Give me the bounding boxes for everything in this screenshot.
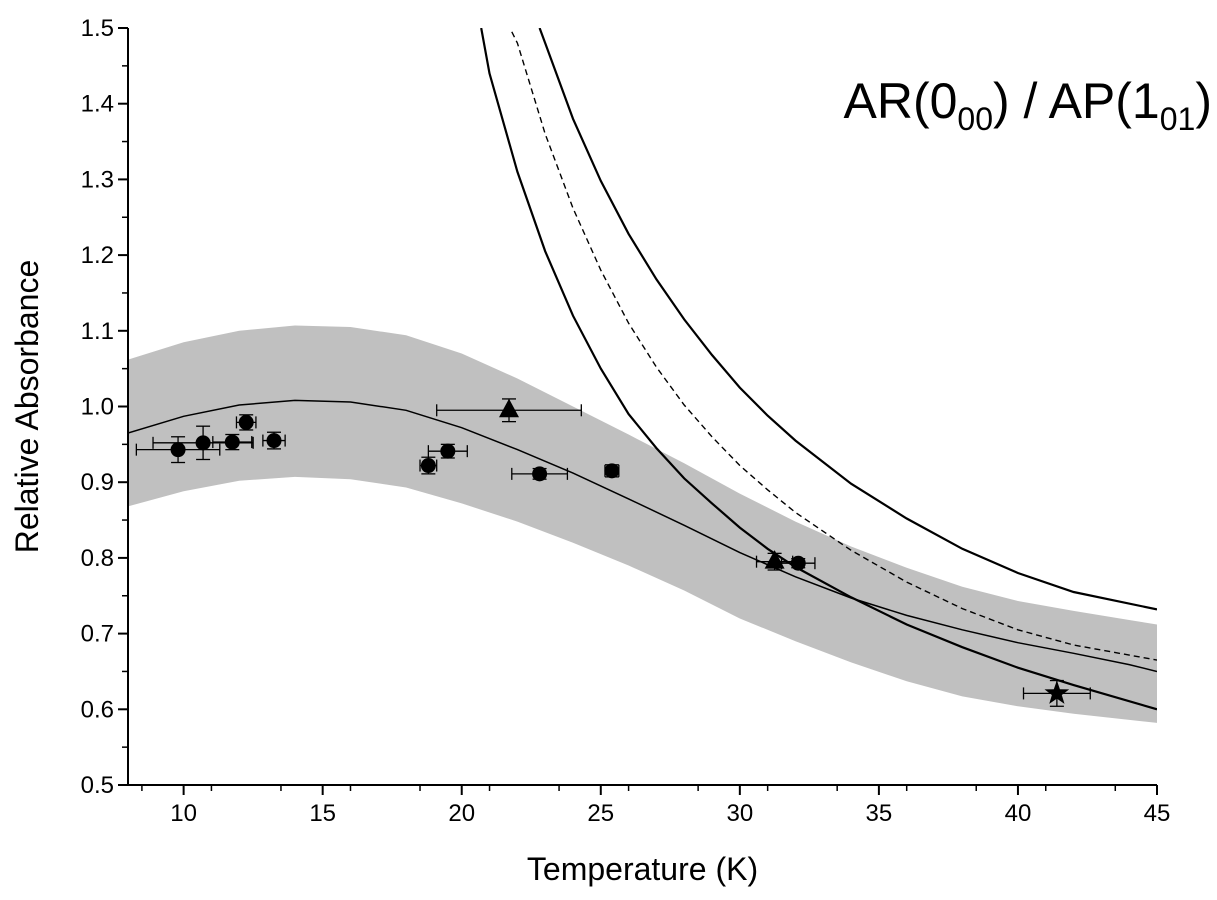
chart-annotation: AR(000) / AP(101) <box>844 73 1213 137</box>
annotation-subscript: 00 <box>957 101 993 137</box>
x-tick-label-10: 10 <box>170 800 197 827</box>
y-tick-label-0.7: 0.7 <box>81 621 114 648</box>
labels-layer: Temperature (K) Relative Absorbance AR(0… <box>9 73 1212 887</box>
data-point-star-13 <box>1044 680 1070 704</box>
x-tick-label-35: 35 <box>866 800 893 827</box>
data-point-circle-1 <box>170 442 186 458</box>
x-tick-label-20: 20 <box>448 800 475 827</box>
y-tick-label-1.5: 1.5 <box>81 15 114 42</box>
x-axis-title: Temperature (K) <box>527 851 758 887</box>
annotation-subscript: 01 <box>1160 101 1196 137</box>
data-point-circle-5 <box>266 433 282 449</box>
y-tick-label-1.1: 1.1 <box>81 318 114 345</box>
x-tick-label-40: 40 <box>1005 800 1032 827</box>
y-tick-label-1: 1.0 <box>81 394 114 421</box>
data-markers-layer <box>170 398 1070 704</box>
axes-layer: 10 15 20 25 30 35 40 45 0.5 0.6 0.7 0.8 0.9 1.0 1.1 1.2… <box>81 15 1171 827</box>
annotation-text: AR(0 <box>844 73 958 129</box>
y-tick-label-0.9: 0.9 <box>81 469 114 496</box>
data-point-circle-8 <box>532 466 548 482</box>
model-curve-3-solid <box>538 28 1157 611</box>
model-curve-2-dashed <box>511 31 1157 661</box>
data-point-circle-4 <box>238 414 254 430</box>
annotation-text: ) <box>1195 73 1212 129</box>
x-tick-label-15: 15 <box>309 800 336 827</box>
x-tick-label-25: 25 <box>587 800 614 827</box>
confidence-band <box>128 325 1157 723</box>
x-tick-label-30: 30 <box>726 800 753 827</box>
y-tick-label-0.5: 0.5 <box>81 772 114 799</box>
data-point-circle-6 <box>420 458 436 474</box>
y-tick-label-0.6: 0.6 <box>81 696 114 723</box>
y-tick-label-1.2: 1.2 <box>81 242 114 269</box>
confidence-band-layer <box>128 325 1157 723</box>
data-point-circle-3 <box>224 434 240 450</box>
y-axis-title: Relative Absorbance <box>9 260 45 554</box>
y-tick-label-1.3: 1.3 <box>81 166 114 193</box>
data-point-triangle-11 <box>499 398 520 418</box>
data-point-circle-9 <box>604 463 620 479</box>
data-point-circle-7 <box>440 443 456 459</box>
model-curves-layer <box>128 28 1157 711</box>
y-tick-label-1.4: 1.4 <box>81 91 114 118</box>
model-curve-1-solid <box>480 28 1157 711</box>
x-tick-label-45: 45 <box>1144 800 1171 827</box>
data-point-triangle-12 <box>764 550 785 569</box>
y-tick-label-0.8: 0.8 <box>81 545 114 572</box>
annotation-text: ) / AP(1 <box>993 73 1160 129</box>
fit-line <box>128 399 1157 673</box>
data-point-circle-2 <box>195 435 211 451</box>
data-point-circle-10 <box>790 555 806 571</box>
